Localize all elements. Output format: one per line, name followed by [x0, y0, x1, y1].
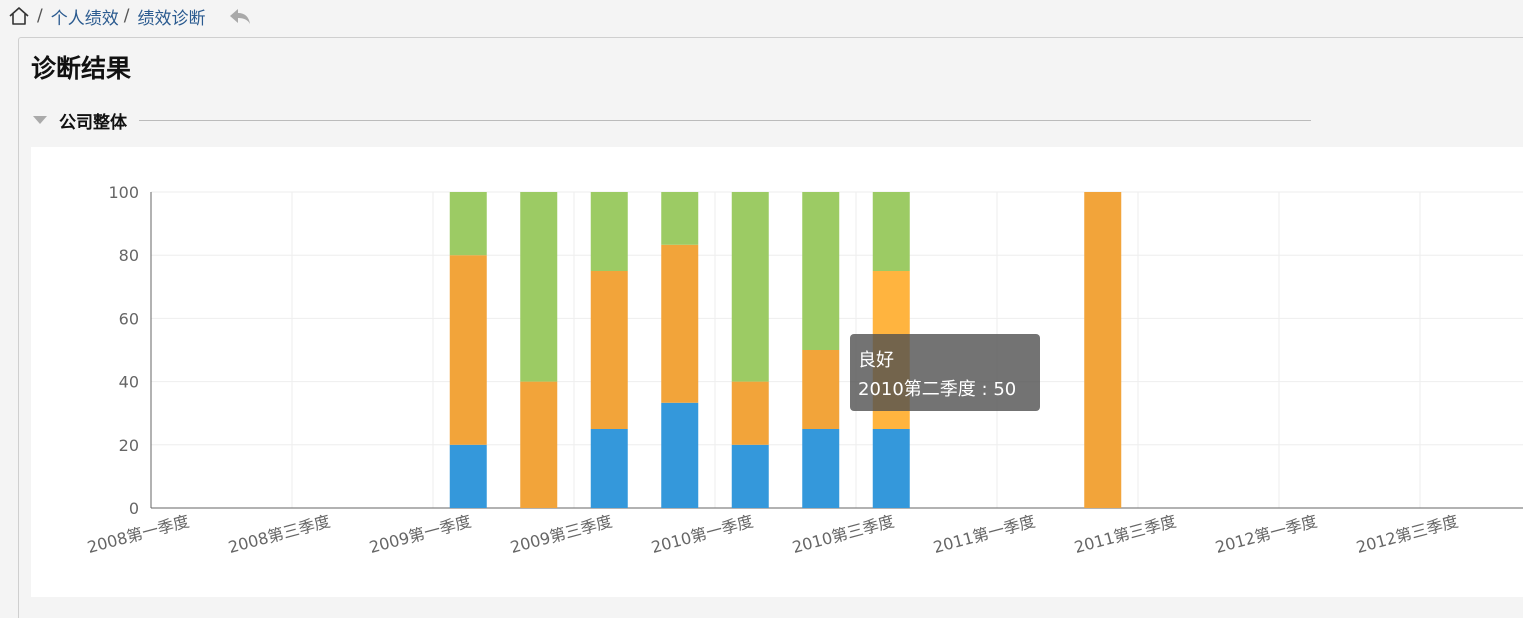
- y-tick-label: 60: [119, 309, 139, 328]
- bar-segment: [661, 244, 699, 403]
- bar-segment: [802, 192, 840, 350]
- tooltip-value: 2010第二季度 : 50: [858, 379, 1017, 400]
- x-tick-label: 2008第一季度: [85, 512, 191, 557]
- bar-segment: [731, 192, 769, 382]
- bar-segment: [520, 192, 558, 382]
- x-tick-label: 2010第一季度: [649, 512, 755, 557]
- bar-segment: [590, 271, 628, 429]
- y-tick-label: 40: [119, 373, 139, 392]
- y-tick-label: 80: [119, 246, 139, 265]
- breadcrumb-separator: /: [123, 6, 130, 26]
- bar-segment: [449, 255, 487, 445]
- bar-segment: [802, 429, 840, 508]
- chart-container: 0 20 40 60 80 100 2008第一季度 2008第三季度 2009第一季度 2009…: [31, 147, 1523, 597]
- bar-segment: [872, 429, 910, 508]
- breadcrumb-separator: /: [37, 6, 43, 26]
- stacked-bar-chart: 0 20 40 60 80 100 2008第一季度 2008第三季度 2009第一季度 2009…: [85, 183, 1523, 557]
- diagnosis-panel: 诊断结果 公司整体 0 20 40 60 80 100 2008第一季度 2008第三季度 20…: [18, 37, 1523, 618]
- tooltip-series-name: 良好: [858, 350, 894, 371]
- y-tick-label: 100: [108, 183, 139, 202]
- collapse-triangle-icon[interactable]: [33, 116, 47, 124]
- bar-segment: [661, 402, 699, 508]
- panel-title: 诊断结果: [31, 54, 132, 83]
- reply-icon[interactable]: [227, 6, 253, 26]
- section-label: 公司整体: [59, 112, 127, 133]
- section-divider: [139, 119, 1311, 121]
- bar-segment: [590, 192, 628, 271]
- breadcrumb-link-personal-performance[interactable]: 个人绩效: [50, 8, 119, 29]
- home-icon[interactable]: [8, 6, 30, 26]
- x-tick-label: 2011第三季度: [1072, 512, 1178, 557]
- x-tick-label: 2011第一季度: [931, 512, 1037, 557]
- bar-segment: [731, 381, 769, 445]
- bar-segment: [802, 350, 840, 429]
- bar-segment: [872, 192, 910, 271]
- section-header: 公司整体: [33, 108, 1311, 133]
- breadcrumb: / 个人绩效 / 绩效诊断: [8, 4, 253, 29]
- x-tick-label: 2012第三季度: [1354, 512, 1460, 557]
- bar-segment: [520, 381, 558, 508]
- bar-segment: [449, 444, 487, 508]
- x-tick-label: 2010第三季度: [790, 512, 896, 557]
- y-tick-label: 20: [119, 436, 139, 455]
- bar-segment: [661, 192, 699, 245]
- x-tick-label: 2009第三季度: [508, 512, 614, 557]
- breadcrumb-link-performance-diagnosis[interactable]: 绩效诊断: [137, 8, 206, 29]
- y-tick-label: 0: [129, 499, 139, 518]
- x-tick-label: 2008第三季度: [226, 512, 332, 557]
- bar-segment: [590, 429, 628, 508]
- bar-segment: [449, 192, 487, 256]
- chart-tooltip: 良好 2010第二季度 : 50: [850, 334, 1040, 411]
- x-tick-label: 2012第一季度: [1213, 512, 1319, 557]
- bar-segment: [731, 444, 769, 508]
- bar-segment: [1084, 192, 1122, 508]
- x-tick-label: 2009第一季度: [367, 512, 473, 557]
